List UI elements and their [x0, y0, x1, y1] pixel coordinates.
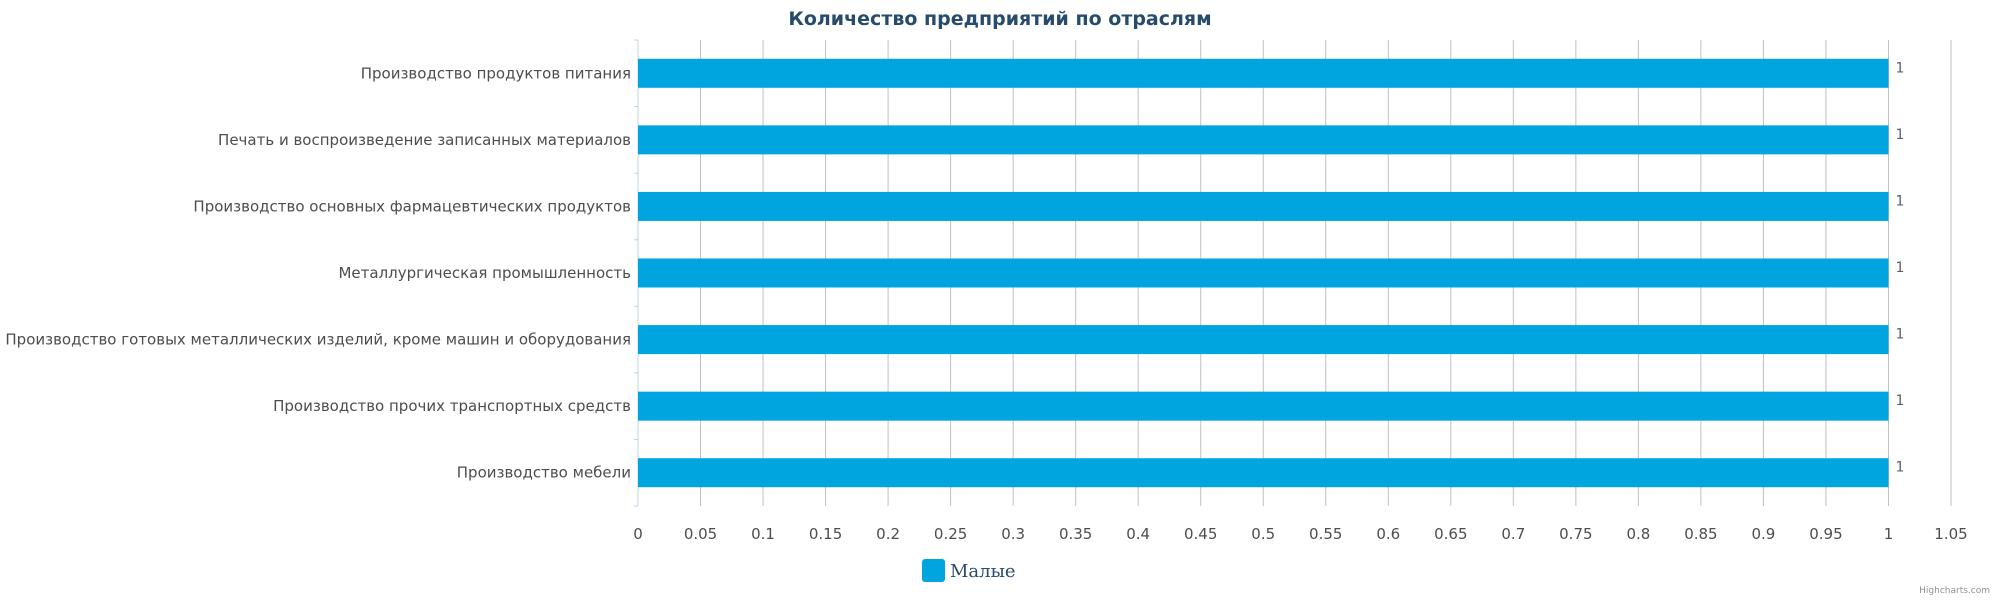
legend-swatch[interactable] [922, 559, 945, 582]
x-tick-label: 0.95 [1809, 525, 1842, 543]
category-label: Производство мебели [457, 464, 631, 482]
data-label: 1 [1895, 193, 1904, 209]
x-tick-label: 0.55 [1309, 525, 1342, 543]
x-tick-label: 0.8 [1626, 525, 1650, 543]
x-tick-label: 0.5 [1251, 525, 1275, 543]
x-tick-label: 0.45 [1184, 525, 1217, 543]
category-label: Металлургическая промышленность [338, 264, 631, 282]
x-tick-label: 0.9 [1751, 525, 1775, 543]
category-label: Производство продуктов питания [361, 64, 631, 82]
x-tick-label: 1.05 [1934, 525, 1967, 543]
data-label: 1 [1895, 393, 1904, 409]
category-label: Печать и воспроизведение записанных мате… [218, 131, 631, 149]
x-tick-label: 0.25 [934, 525, 967, 543]
bar[interactable] [638, 58, 1889, 88]
chart-title: Количество предприятий по отраслям [788, 8, 1211, 30]
x-tick-label: 0.1 [751, 525, 775, 543]
bar[interactable] [638, 325, 1889, 355]
x-tick-label: 0.2 [876, 525, 900, 543]
x-tick-label: 0.05 [684, 525, 717, 543]
x-tick-label: 0.85 [1684, 525, 1717, 543]
category-axis: Производство продуктов питания Печать и в… [5, 39, 639, 507]
x-tick-label: 0.65 [1434, 525, 1467, 543]
data-label: 1 [1895, 60, 1904, 76]
bar[interactable] [638, 458, 1889, 488]
legend-label[interactable]: Малые [950, 561, 1016, 582]
data-label: 1 [1895, 127, 1904, 143]
bar[interactable] [638, 391, 1889, 421]
x-tick-label: 1 [1884, 525, 1894, 543]
data-label: 1 [1895, 260, 1904, 276]
credits-link[interactable]: Highcharts.com [1919, 586, 1990, 596]
data-label: 1 [1895, 460, 1904, 476]
x-tick-label: 0.6 [1376, 525, 1400, 543]
bar-series: 1 1 1 1 1 1 1 [638, 58, 1904, 488]
bar[interactable] [638, 258, 1889, 288]
x-tick-label: 0.3 [1001, 525, 1025, 543]
value-axis: 0 0.05 0.1 0.15 0.2 0.25 0.3 0.35 0.4 0.45 0.5 0.55… [633, 525, 1967, 543]
legend[interactable]: Малые [922, 559, 1016, 582]
bar[interactable] [638, 125, 1889, 155]
x-tick-label: 0.7 [1501, 525, 1525, 543]
bar[interactable] [638, 191, 1889, 221]
category-label: Производство готовых металлических издел… [5, 331, 631, 349]
category-label: Производство прочих транспортных средств [273, 397, 631, 415]
x-tick-label: 0 [633, 525, 643, 543]
x-tick-label: 0.75 [1559, 525, 1592, 543]
x-tick-label: 0.35 [1059, 525, 1092, 543]
x-tick-label: 0.15 [809, 525, 842, 543]
x-tick-label: 0.4 [1126, 525, 1150, 543]
category-label: Производство основных фармацевтических п… [193, 197, 631, 215]
data-label: 1 [1895, 327, 1904, 343]
